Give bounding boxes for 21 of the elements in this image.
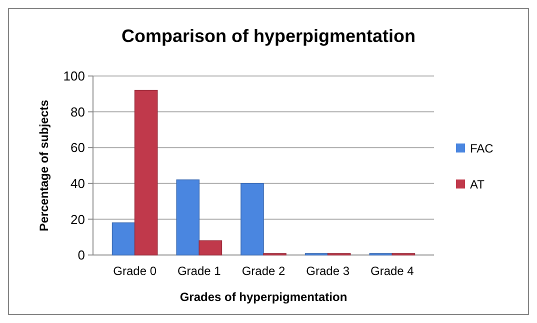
- y-tick-label: 20: [70, 212, 85, 227]
- bar: [176, 179, 200, 256]
- x-tick-label: Grade 0: [113, 264, 157, 278]
- legend-label: FAC: [470, 142, 494, 156]
- y-tick-label: 80: [70, 104, 85, 120]
- x-axis-title: Grades of hyperpigmentation: [180, 290, 348, 304]
- x-tick-label: Grade 2: [242, 264, 286, 278]
- x-tick-label: Grade 4: [370, 264, 414, 278]
- bar: [112, 222, 136, 256]
- y-tick-label: 100: [63, 68, 85, 84]
- y-axis-title: Percentage of subjects: [37, 99, 51, 232]
- y-tick-label: 60: [70, 140, 85, 156]
- legend-label: AT: [470, 178, 486, 192]
- x-tick-label: Grade 1: [177, 264, 222, 278]
- chart-title: Comparison of hyperpigmentation: [121, 26, 416, 46]
- x-tick-label: Grade 3: [306, 264, 350, 278]
- bar: [198, 240, 222, 256]
- bar: [134, 90, 158, 256]
- y-tick-label: 40: [70, 176, 85, 191]
- y-tick-label: 0: [78, 248, 85, 263]
- bar: [240, 183, 264, 256]
